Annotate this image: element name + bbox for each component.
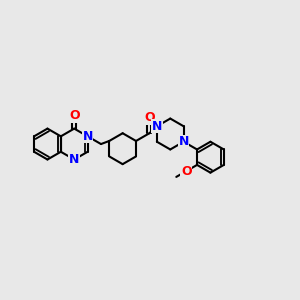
Text: N: N: [69, 153, 80, 166]
Text: N: N: [178, 135, 189, 148]
Text: O: O: [181, 165, 192, 178]
Text: O: O: [69, 109, 80, 122]
Text: N: N: [152, 120, 162, 133]
Text: N: N: [82, 130, 93, 143]
Text: O: O: [144, 111, 155, 124]
